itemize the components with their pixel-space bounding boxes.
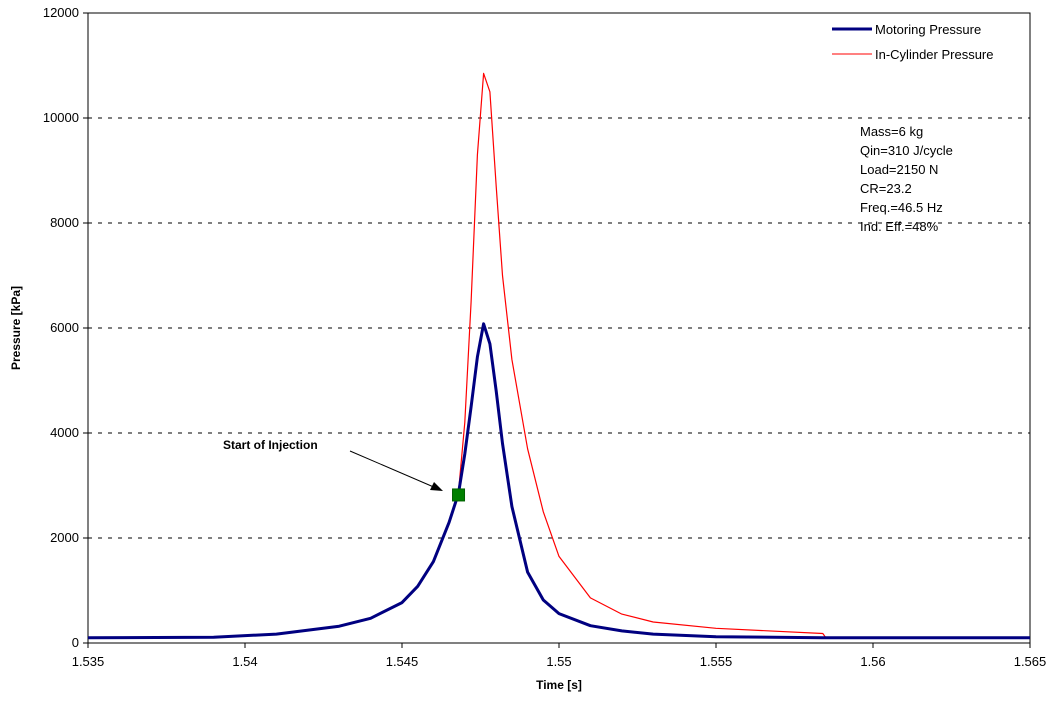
annotation-freq: Freq.=46.5 Hz: [860, 200, 943, 215]
series-lines: [88, 73, 1030, 637]
parameters-annotation: Mass=6 kg Qin=310 J/cycle Load=2150 N CR…: [860, 124, 953, 234]
start-of-injection-arrowhead: [430, 482, 443, 491]
x-tick-label: 1.535: [72, 654, 105, 669]
legend-label-motoring: Motoring Pressure: [875, 22, 981, 37]
y-tick-label: 10000: [43, 110, 79, 125]
annotation-load: Load=2150 N: [860, 162, 938, 177]
annotation-mass: Mass=6 kg: [860, 124, 923, 139]
y-tick-label: 6000: [50, 320, 79, 335]
y-tick-label: 8000: [50, 215, 79, 230]
x-axis-label: Time [s]: [536, 678, 582, 692]
start-of-injection-callout: Start of Injection: [223, 438, 443, 491]
x-tick-label: 1.545: [386, 654, 419, 669]
y-tick-label: 0: [72, 635, 79, 650]
annotation-qin: Qin=310 J/cycle: [860, 143, 953, 158]
axis-ticks: 0 2000 4000 6000 8000 10000 12000 1.535 1.54 1.54…: [43, 5, 1046, 669]
legend-label-in-cylinder: In-Cylinder Pressure: [875, 47, 994, 62]
legend: Motoring Pressure In-Cylinder Pressure: [832, 22, 994, 62]
y-axis-label: Pressure [kPa]: [9, 286, 23, 370]
y-tick-label: 12000: [43, 5, 79, 20]
series-line-in-cylinder-pressure: [88, 73, 1030, 637]
start-of-injection-label: Start of Injection: [223, 438, 318, 452]
x-tick-label: 1.55: [546, 654, 571, 669]
y-tick-label: 4000: [50, 425, 79, 440]
x-tick-label: 1.54: [232, 654, 257, 669]
x-tick-label: 1.555: [700, 654, 733, 669]
start-of-injection-marker: [453, 489, 465, 501]
annotation-efficiency: Ind. Eff.=48%: [860, 219, 939, 234]
x-tick-label: 1.56: [860, 654, 885, 669]
x-tick-label: 1.565: [1014, 654, 1047, 669]
start-of-injection-arrow: [350, 451, 436, 488]
y-tick-label: 2000: [50, 530, 79, 545]
series-line-motoring-pressure: [88, 324, 1030, 638]
annotation-cr: CR=23.2: [860, 181, 912, 196]
